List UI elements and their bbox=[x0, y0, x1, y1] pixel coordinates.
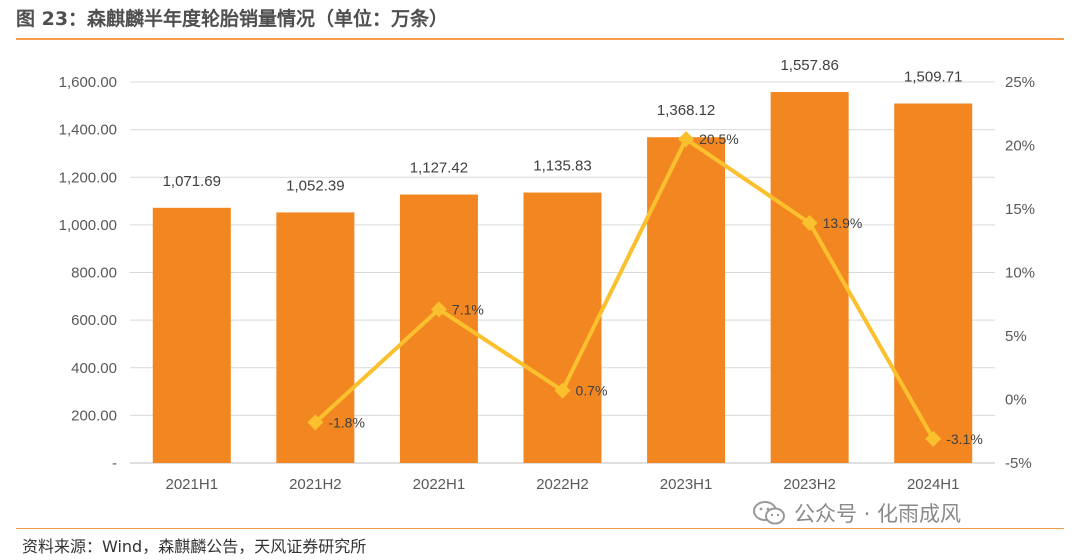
y-right-tick-label: 15% bbox=[1005, 201, 1035, 218]
watermark: 公众号 · 化雨成风 bbox=[752, 498, 961, 528]
growth-marker bbox=[678, 131, 695, 148]
bar-value-label: 1,509.71 bbox=[904, 69, 962, 86]
growth-value-label: 13.9% bbox=[823, 215, 863, 231]
y-right-tick-label: 0% bbox=[1005, 392, 1027, 409]
y-left-tick-label: 400.00 bbox=[71, 360, 117, 377]
watermark-text: 公众号 · 化雨成风 bbox=[794, 502, 962, 526]
bar-value-label: 1,052.39 bbox=[286, 177, 344, 194]
y-left-tick-label: - bbox=[112, 455, 117, 472]
bar-value-label: 1,368.12 bbox=[657, 102, 715, 119]
x-tick-label: 2021H2 bbox=[289, 476, 342, 493]
growth-marker bbox=[801, 214, 818, 231]
x-tick-label: 2022H1 bbox=[413, 476, 466, 493]
y-right-tick-label: -5% bbox=[1005, 455, 1032, 472]
source-rule bbox=[16, 528, 1064, 529]
growth-marker bbox=[925, 430, 942, 447]
y-right-tick-label: 25% bbox=[1005, 74, 1035, 91]
growth-marker bbox=[430, 301, 447, 318]
y-right-tick-label: 20% bbox=[1005, 138, 1035, 155]
x-tick-label: 2023H1 bbox=[660, 476, 713, 493]
growth-marker bbox=[554, 382, 571, 399]
growth-value-label: 20.5% bbox=[699, 131, 739, 147]
growth-value-label: 7.1% bbox=[452, 301, 484, 317]
growth-value-label: 0.7% bbox=[576, 383, 608, 399]
title-rule bbox=[16, 38, 1064, 40]
y-left-tick-label: 1,400.00 bbox=[59, 122, 117, 139]
y-left-tick-label: 800.00 bbox=[71, 265, 117, 282]
wechat-icon bbox=[753, 501, 785, 525]
y-left-tick-label: 600.00 bbox=[71, 312, 117, 329]
x-tick-label: 2022H2 bbox=[536, 476, 589, 493]
y-left-tick-label: 1,600.00 bbox=[59, 74, 117, 91]
bar-value-label: 1,127.42 bbox=[410, 160, 468, 177]
chart-title: 图 23：森麒麟半年度轮胎销量情况（单位：万条） bbox=[16, 8, 449, 30]
y-right-tick-label: 10% bbox=[1005, 265, 1035, 282]
source-note: 资料来源：Wind，森麒麟公告，天风证券研究所 bbox=[22, 537, 367, 556]
y-right-tick-label: 5% bbox=[1005, 328, 1027, 345]
bar-value-label: 1,071.69 bbox=[163, 173, 221, 190]
growth-marker bbox=[307, 414, 324, 431]
y-left-tick-label: 1,200.00 bbox=[59, 169, 117, 186]
bar bbox=[770, 92, 849, 464]
x-tick-label: 2023H2 bbox=[783, 476, 836, 493]
x-tick-label: 2021H1 bbox=[166, 476, 219, 493]
y-left-tick-label: 1,000.00 bbox=[59, 217, 117, 234]
growth-value-label: -1.8% bbox=[328, 414, 365, 430]
growth-line bbox=[314, 137, 935, 440]
bar bbox=[894, 103, 973, 463]
bar bbox=[152, 207, 231, 463]
growth-value-label: -3.1% bbox=[946, 431, 983, 447]
x-tick-label: 2024H1 bbox=[907, 476, 960, 493]
bar bbox=[647, 137, 726, 463]
y-left-tick-label: 200.00 bbox=[71, 407, 117, 424]
bar bbox=[523, 192, 602, 463]
bar-value-label: 1,557.86 bbox=[780, 57, 838, 74]
bar-value-label: 1,135.83 bbox=[533, 158, 591, 175]
